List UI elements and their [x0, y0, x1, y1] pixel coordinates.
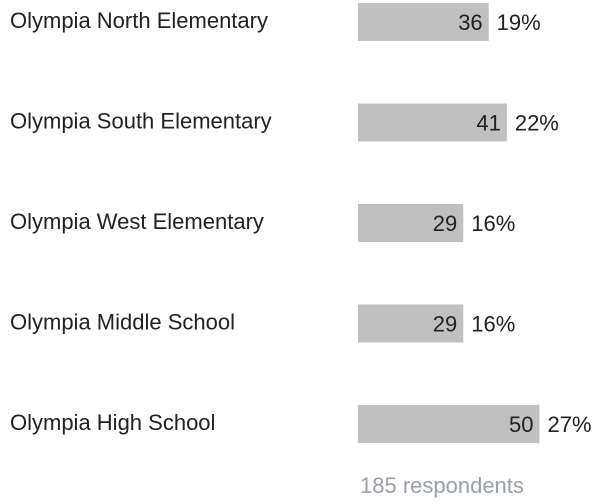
bar [358, 103, 507, 142]
bar [358, 3, 489, 41]
count-label: 36 [458, 10, 482, 35]
percent-label: 16% [471, 311, 515, 336]
bar [358, 204, 464, 242]
category-label: Olympia Middle School [10, 309, 235, 334]
count-label: 41 [476, 110, 500, 135]
category-label: Olympia High School [10, 410, 215, 435]
count-label: 50 [509, 412, 533, 437]
percent-label: 19% [497, 10, 541, 35]
category-label: Olympia North Elementary [10, 8, 268, 33]
category-label: Olympia West Elementary [10, 209, 264, 234]
category-label: Olympia South Elementary [10, 108, 272, 133]
percent-label: 22% [515, 110, 559, 135]
count-label: 29 [433, 211, 457, 236]
bar [358, 304, 464, 343]
respondents-note: 185 respondents [360, 473, 524, 498]
bar [358, 405, 540, 443]
count-label: 29 [433, 311, 457, 336]
percent-label: 27% [548, 412, 592, 437]
percent-label: 16% [471, 211, 515, 236]
